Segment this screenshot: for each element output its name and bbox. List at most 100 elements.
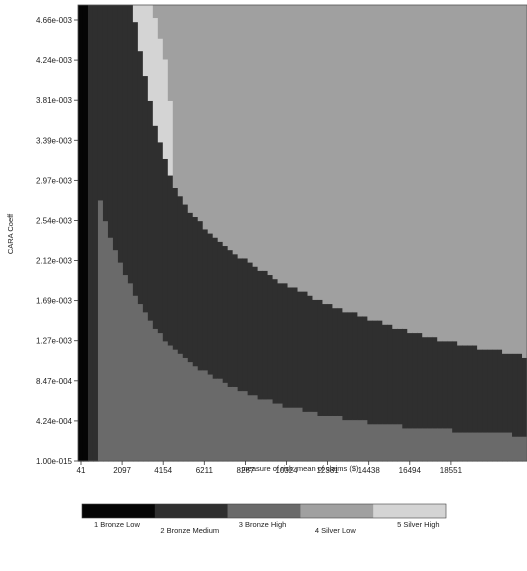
heatmap-cell [337, 5, 344, 309]
heatmap-cell [252, 266, 259, 396]
heatmap-cell [107, 237, 114, 462]
heatmap-cell [477, 5, 483, 350]
heatmap-cell [297, 291, 304, 408]
heatmap-cell [382, 324, 388, 425]
heatmap-cell [117, 5, 124, 263]
heatmap-cell [272, 5, 279, 280]
legend-label: 5 Silver High [397, 520, 440, 529]
heatmap-cell [307, 5, 314, 296]
heatmap-cell [522, 357, 527, 437]
heatmap-cell [397, 5, 403, 329]
plot-frame [77, 4, 527, 462]
heatmap-cell [187, 212, 194, 363]
heatmap-cell [192, 5, 199, 218]
heatmap-cell [467, 431, 473, 462]
heatmap-cell [122, 274, 129, 462]
heatmap-cell [317, 299, 324, 416]
heatmap-cell [227, 249, 234, 387]
heatmap-cell [517, 436, 523, 462]
heatmap-cell [437, 5, 443, 342]
y-tick-label: 1.69e-003 [36, 297, 73, 306]
heatmap-cell [112, 249, 119, 462]
heatmap-cell [152, 328, 159, 462]
heatmap-cell [342, 311, 348, 421]
heatmap-cell [477, 349, 483, 433]
heatmap-cell [117, 262, 124, 462]
plot-area [77, 4, 527, 462]
heatmap-cell [397, 423, 403, 462]
heatmap-cell [137, 50, 144, 305]
legend-swatch [82, 504, 156, 518]
heatmap-cell [87, 5, 94, 462]
heatmap-cell [172, 5, 179, 188]
heatmap-cell [267, 398, 274, 462]
heatmap-cell [347, 311, 353, 421]
y-tick-label: 4.66e-003 [36, 16, 73, 25]
heatmap-cell [392, 328, 398, 425]
heatmap-cell [437, 427, 443, 462]
heatmap-cell [177, 195, 184, 354]
y-tick-label: 3.39e-003 [36, 136, 73, 145]
x-tick-label: 10324 [275, 466, 298, 475]
heatmap-cell [387, 423, 393, 462]
heatmap-cell [407, 427, 413, 462]
heatmap-cell [267, 5, 274, 276]
y-tick-label: 2.97e-003 [36, 176, 73, 185]
heatmap-cell [207, 5, 214, 234]
heatmap-cell [447, 5, 453, 342]
heatmap-cell [302, 5, 309, 292]
heatmap-cell [222, 382, 229, 462]
heatmap-cell [262, 398, 269, 462]
heatmap-cell [107, 5, 114, 238]
y-tick-label: 4.24e-003 [36, 56, 73, 65]
heatmap-cell [432, 336, 438, 429]
heatmap-cell [447, 340, 453, 429]
heatmap-cell [162, 158, 169, 342]
legend-swatch [154, 504, 228, 518]
heatmap-cell [372, 5, 378, 321]
y-tick-label: 3.81e-003 [36, 96, 73, 105]
heatmap-cell [142, 75, 149, 313]
x-tick-label: 8267 [237, 466, 255, 475]
heatmap-cell [512, 436, 518, 462]
heatmap-cell [167, 100, 174, 176]
heatmap-cell [492, 431, 498, 462]
heatmap-cell [307, 411, 314, 462]
heatmap-cell [322, 415, 329, 462]
heatmap-cell [102, 220, 109, 462]
heatmap-cell [487, 431, 493, 462]
heatmap-cell [232, 386, 239, 462]
heatmap-cell [452, 5, 458, 342]
heatmap-cell [292, 286, 299, 408]
heatmap-cell [427, 336, 433, 429]
heatmap-cell [287, 286, 294, 408]
heatmap-cell [417, 427, 423, 462]
heatmap-cell [457, 344, 463, 433]
heatmap-cell [472, 5, 478, 346]
heatmap-cell [462, 5, 468, 346]
heatmap-cell [347, 5, 353, 313]
heatmap-cell [222, 5, 229, 247]
heatmap-cell [402, 328, 408, 429]
heatmap-cell [442, 340, 448, 429]
heatmap-cell [78, 5, 84, 462]
heatmap-cell [427, 427, 433, 462]
heatmap-cell [282, 407, 289, 462]
heatmap-cell [182, 203, 189, 358]
heatmap-cell [402, 427, 408, 462]
heatmap-cell [412, 5, 418, 334]
x-tick-label: 6211 [196, 466, 214, 475]
heatmap-cell [242, 5, 249, 259]
heatmap-cell [327, 415, 334, 462]
legend-swatch [227, 504, 301, 518]
heatmap-cell [427, 5, 433, 338]
heatmap-cell [132, 5, 139, 23]
heatmap-cell [472, 344, 478, 433]
legend-label: 3 Bronze High [239, 520, 287, 529]
heatmap-cell [512, 353, 518, 437]
heatmap-cell [202, 5, 209, 230]
heatmap-cell [317, 415, 324, 462]
heatmap-cell [382, 423, 388, 462]
heatmap-cell [522, 436, 527, 462]
heatmap-cell [457, 431, 463, 462]
